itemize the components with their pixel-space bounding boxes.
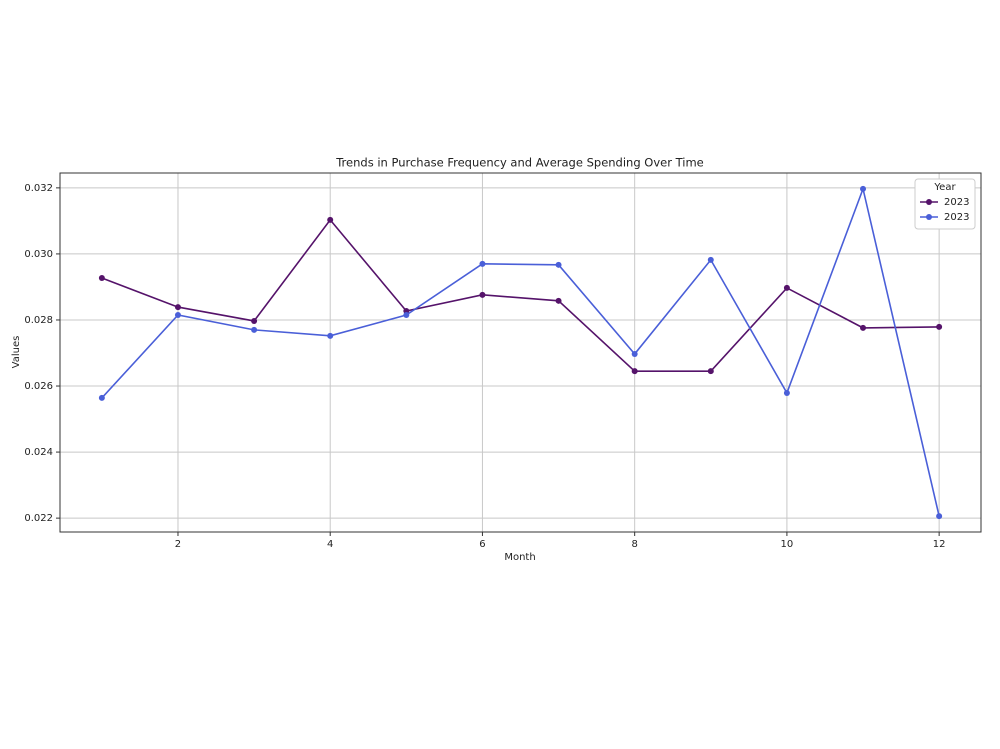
point xyxy=(631,368,638,375)
point xyxy=(783,389,790,396)
point xyxy=(936,323,943,330)
point xyxy=(555,261,562,268)
point xyxy=(174,304,181,311)
point xyxy=(327,332,334,339)
chart-title: Trends in Purchase Frequency and Average… xyxy=(335,156,704,170)
point xyxy=(251,326,258,333)
legend-label: 2023 xyxy=(944,197,969,208)
legend-marker xyxy=(926,199,932,205)
legend-label: 2023 xyxy=(944,212,969,223)
y-tick-label: 0.030 xyxy=(24,249,53,260)
point xyxy=(403,312,410,319)
y-tick-label: 0.022 xyxy=(24,513,53,524)
x-axis-label: Month xyxy=(504,552,535,563)
point xyxy=(174,312,181,319)
point xyxy=(783,284,790,291)
point xyxy=(479,291,486,298)
x-tick-label: 10 xyxy=(781,539,794,550)
x-tick-label: 8 xyxy=(631,539,637,550)
point xyxy=(936,513,943,520)
point xyxy=(707,368,714,375)
y-tick-label: 0.024 xyxy=(24,447,53,458)
series-line xyxy=(101,186,940,517)
y-tick-label: 0.026 xyxy=(24,381,53,392)
x-tick-label: 6 xyxy=(479,539,485,550)
point xyxy=(479,260,486,267)
point xyxy=(251,317,258,324)
point xyxy=(98,275,105,282)
point xyxy=(555,297,562,304)
y-tick-label: 0.028 xyxy=(24,315,53,326)
legend-title: Year xyxy=(933,182,956,193)
point xyxy=(860,185,867,192)
x-tick-label: 12 xyxy=(933,539,946,550)
x-tick-label: 4 xyxy=(327,539,333,550)
point xyxy=(631,350,638,357)
point xyxy=(707,256,714,263)
point xyxy=(98,394,105,401)
series-line xyxy=(101,218,940,372)
y-tick-label: 0.032 xyxy=(24,183,53,194)
point xyxy=(860,324,867,331)
legend-marker xyxy=(926,214,932,220)
x-tick-label: 2 xyxy=(175,539,181,550)
y-axis-label: Values xyxy=(11,336,22,369)
plot-frame xyxy=(59,172,982,533)
point xyxy=(327,216,334,223)
